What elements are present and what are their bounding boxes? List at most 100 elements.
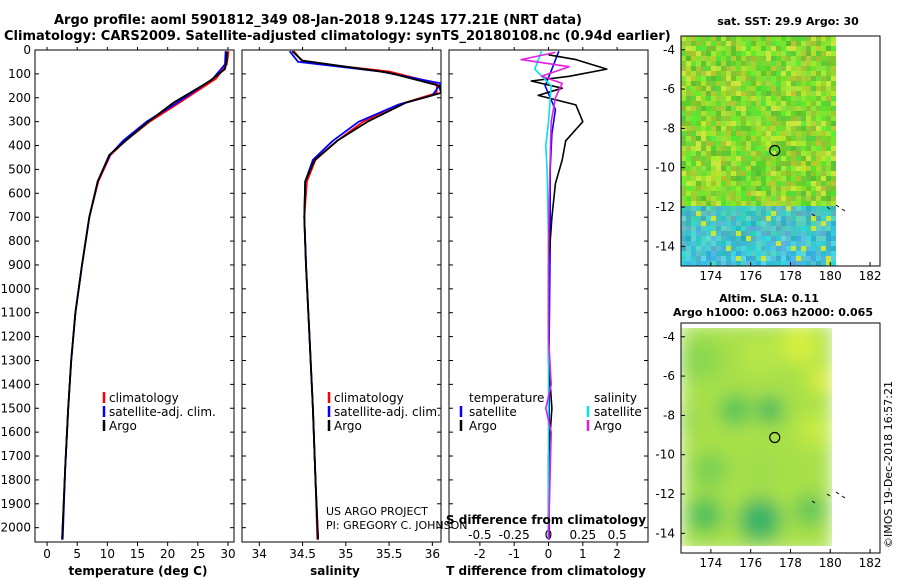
sst-island bbox=[835, 204, 840, 208]
s-difference-tick-label: -0.25 bbox=[499, 528, 530, 542]
depth-tick-label: 300 bbox=[8, 115, 31, 129]
sla-x-tick-label: 182 bbox=[859, 556, 882, 570]
legend-s-argo: Argo bbox=[594, 419, 622, 433]
sst-x-tick-label: 180 bbox=[819, 269, 842, 283]
difference-s-argo-line bbox=[520, 51, 570, 540]
sst-x-tick-label: 174 bbox=[699, 269, 722, 283]
depth-tick-label: 1200 bbox=[0, 330, 31, 344]
legend-satellite-t: satellite-adj. clim. bbox=[109, 405, 216, 419]
sst-x-tick-label: 182 bbox=[859, 269, 882, 283]
depth-tick-label: 1400 bbox=[0, 377, 31, 391]
legend-satellite-s: satellite-adj. clim. bbox=[334, 405, 441, 419]
sla-blob bbox=[740, 450, 780, 490]
depth-tick-label: 1000 bbox=[0, 282, 31, 296]
s-difference-tick-label: 0.25 bbox=[569, 528, 596, 542]
sla-y-tick-label: -14 bbox=[655, 526, 675, 540]
x-tick-label-t: 15 bbox=[130, 547, 145, 561]
imos-timestamp: ©IMOS 19-Dec-2018 16:57:21 bbox=[882, 381, 895, 548]
x-tick-label-d: 0 bbox=[545, 547, 553, 561]
sla-blob bbox=[756, 396, 784, 424]
x-tick-label-t: 20 bbox=[160, 547, 175, 561]
x-tick-label-d: 1 bbox=[579, 547, 587, 561]
chart-title-line2: Climatology: CARS2009. Satellite-adjuste… bbox=[4, 29, 671, 44]
sla-blob bbox=[738, 498, 782, 542]
x-tick-label-t: 10 bbox=[100, 547, 115, 561]
sla-island bbox=[826, 493, 831, 497]
sst-y-tick-label: -8 bbox=[663, 121, 675, 135]
sst-x-tick-label: 176 bbox=[739, 269, 762, 283]
s-difference-tick-label: 0.5 bbox=[608, 528, 627, 542]
sst-y-tick-label: -14 bbox=[655, 239, 675, 253]
sla-island bbox=[841, 495, 846, 499]
x-tick-label-t: 30 bbox=[220, 547, 235, 561]
legend-t-satellite: satellite bbox=[469, 405, 517, 419]
x-tick-label-d: -2 bbox=[474, 547, 486, 561]
s-difference-tick-label: -0.5 bbox=[468, 528, 491, 542]
legend-argo-t: Argo bbox=[109, 419, 137, 433]
sla-y-tick-label: -12 bbox=[655, 487, 675, 501]
depth-tick-label: 400 bbox=[8, 139, 31, 153]
panel-frame-s bbox=[241, 49, 442, 543]
difference-t-argo-line bbox=[530, 54, 608, 540]
sla-blob bbox=[794, 494, 826, 526]
sst-map-heatmap bbox=[681, 36, 836, 266]
sla-map-title: Altim. SLA: 0.11 bbox=[719, 292, 819, 305]
salinity-axis-label: salinity bbox=[310, 564, 360, 578]
sla-blob bbox=[742, 337, 778, 373]
difference-legend: temperature satellite Argo salinity sate… bbox=[459, 391, 642, 433]
sst-frame bbox=[680, 35, 881, 267]
chart-title-line1: Argo profile: aoml 5901812_349 08-Jan-20… bbox=[54, 13, 582, 28]
sst-island bbox=[811, 213, 816, 217]
sla-map-subtitle: Argo h1000: 0.063 h2000: 0.065 bbox=[673, 306, 873, 319]
depth-tick-label: 500 bbox=[8, 162, 31, 176]
x-tick-label-s: 36 bbox=[425, 547, 440, 561]
depth-tick-label: 900 bbox=[8, 258, 31, 272]
s-difference-axis-label: S difference from climatology bbox=[446, 513, 646, 527]
difference-t-satellite-line bbox=[544, 50, 560, 540]
sla-x-tick-label: 178 bbox=[779, 556, 802, 570]
sla-blob bbox=[799, 414, 831, 446]
legend-salinity-title: salinity bbox=[594, 391, 637, 405]
depth-tick-label: 2000 bbox=[0, 521, 31, 535]
t-difference-axis-label: T difference from climatology bbox=[446, 564, 646, 578]
sla-y-tick-label: -8 bbox=[663, 408, 675, 422]
sst-y-tick-label: -6 bbox=[663, 82, 675, 96]
sla-y-tick-label: -10 bbox=[655, 448, 675, 462]
sst-island bbox=[841, 208, 846, 212]
depth-tick-label: 800 bbox=[8, 234, 31, 248]
temperature-argo-line bbox=[61, 51, 228, 540]
depth-tick-label: 100 bbox=[8, 67, 31, 81]
sla-y-tick-label: -6 bbox=[663, 369, 675, 383]
temperature-axis-label: temperature (deg C) bbox=[69, 564, 208, 578]
depth-tick-label: 1800 bbox=[0, 473, 31, 487]
x-tick-label-s: 34.5 bbox=[289, 547, 316, 561]
x-tick-label-t: 25 bbox=[190, 547, 205, 561]
x-tick-label-d: 2 bbox=[613, 547, 621, 561]
sla-x-tick-label: 176 bbox=[739, 556, 762, 570]
sla-blob bbox=[681, 408, 702, 432]
sst-argo-marker bbox=[769, 144, 781, 157]
salinity-argo-line bbox=[291, 50, 441, 540]
credits-line1: US ARGO PROJECT bbox=[326, 505, 428, 518]
sla-argo-marker bbox=[769, 431, 781, 444]
x-tick-label-s: 35 bbox=[338, 547, 353, 561]
sla-blob bbox=[687, 497, 723, 533]
sst-island bbox=[826, 206, 831, 210]
depth-tick-label: 1700 bbox=[0, 449, 31, 463]
salinity-legend: climatology satellite-adj. clim. Argo bbox=[327, 391, 441, 433]
sst-y-tick-label: -12 bbox=[655, 200, 675, 214]
sla-island bbox=[811, 500, 816, 504]
depth-tick-label: 1500 bbox=[0, 401, 31, 415]
depth-tick-label: 200 bbox=[8, 91, 31, 105]
sla-map-heatmap bbox=[681, 328, 832, 546]
sla-x-tick-label: 174 bbox=[699, 556, 722, 570]
depth-tick-label: 600 bbox=[8, 186, 31, 200]
legend-climatology-s: climatology bbox=[334, 391, 404, 405]
salinity-satellite-adj--clim--line bbox=[288, 50, 441, 540]
depth-tick-label: 1600 bbox=[0, 425, 31, 439]
sla-blob bbox=[681, 338, 722, 382]
depth-tick-label: 1300 bbox=[0, 353, 31, 367]
legend-climatology-t: climatology bbox=[109, 391, 179, 405]
sla-blob bbox=[780, 328, 820, 365]
